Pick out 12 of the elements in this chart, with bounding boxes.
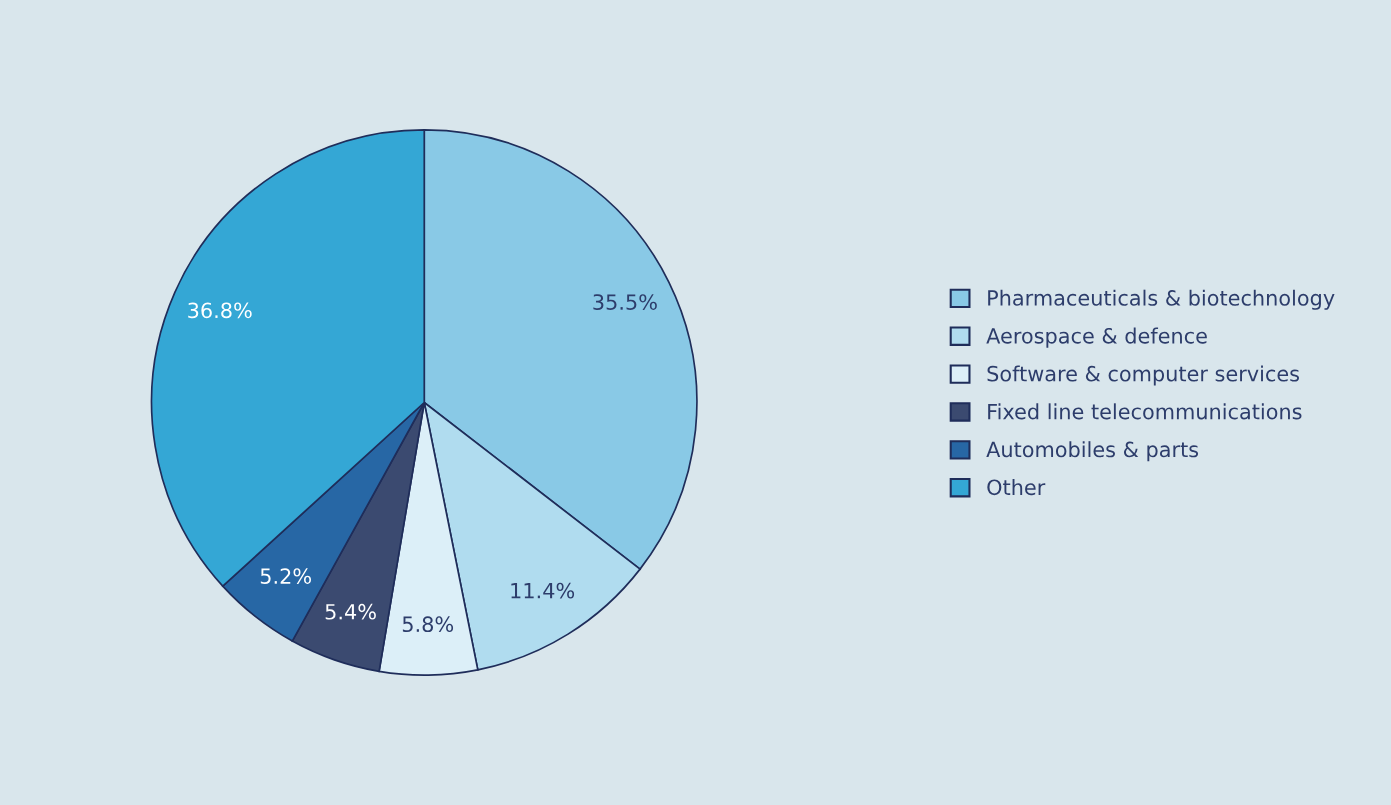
data-label: 35.5%: [593, 294, 657, 310]
data-label: 5.8%: [402, 616, 454, 633]
legend-label: Fixed line telecommunications: [988, 403, 1302, 420]
data-label: 5.2%: [260, 568, 312, 584]
data-label: 11.4%: [511, 582, 575, 599]
legend-label: Aerospace & defence: [986, 327, 1207, 348]
legend-label: Other: [987, 479, 1046, 496]
legend-label: Pharmaceuticals & biotechnology: [988, 289, 1335, 310]
legend-label: Software & computer services: [987, 365, 1300, 386]
data-label: 5.4%: [325, 603, 376, 620]
data-label: 36.8%: [188, 302, 252, 319]
legend-label: Automobiles & parts: [986, 441, 1199, 462]
